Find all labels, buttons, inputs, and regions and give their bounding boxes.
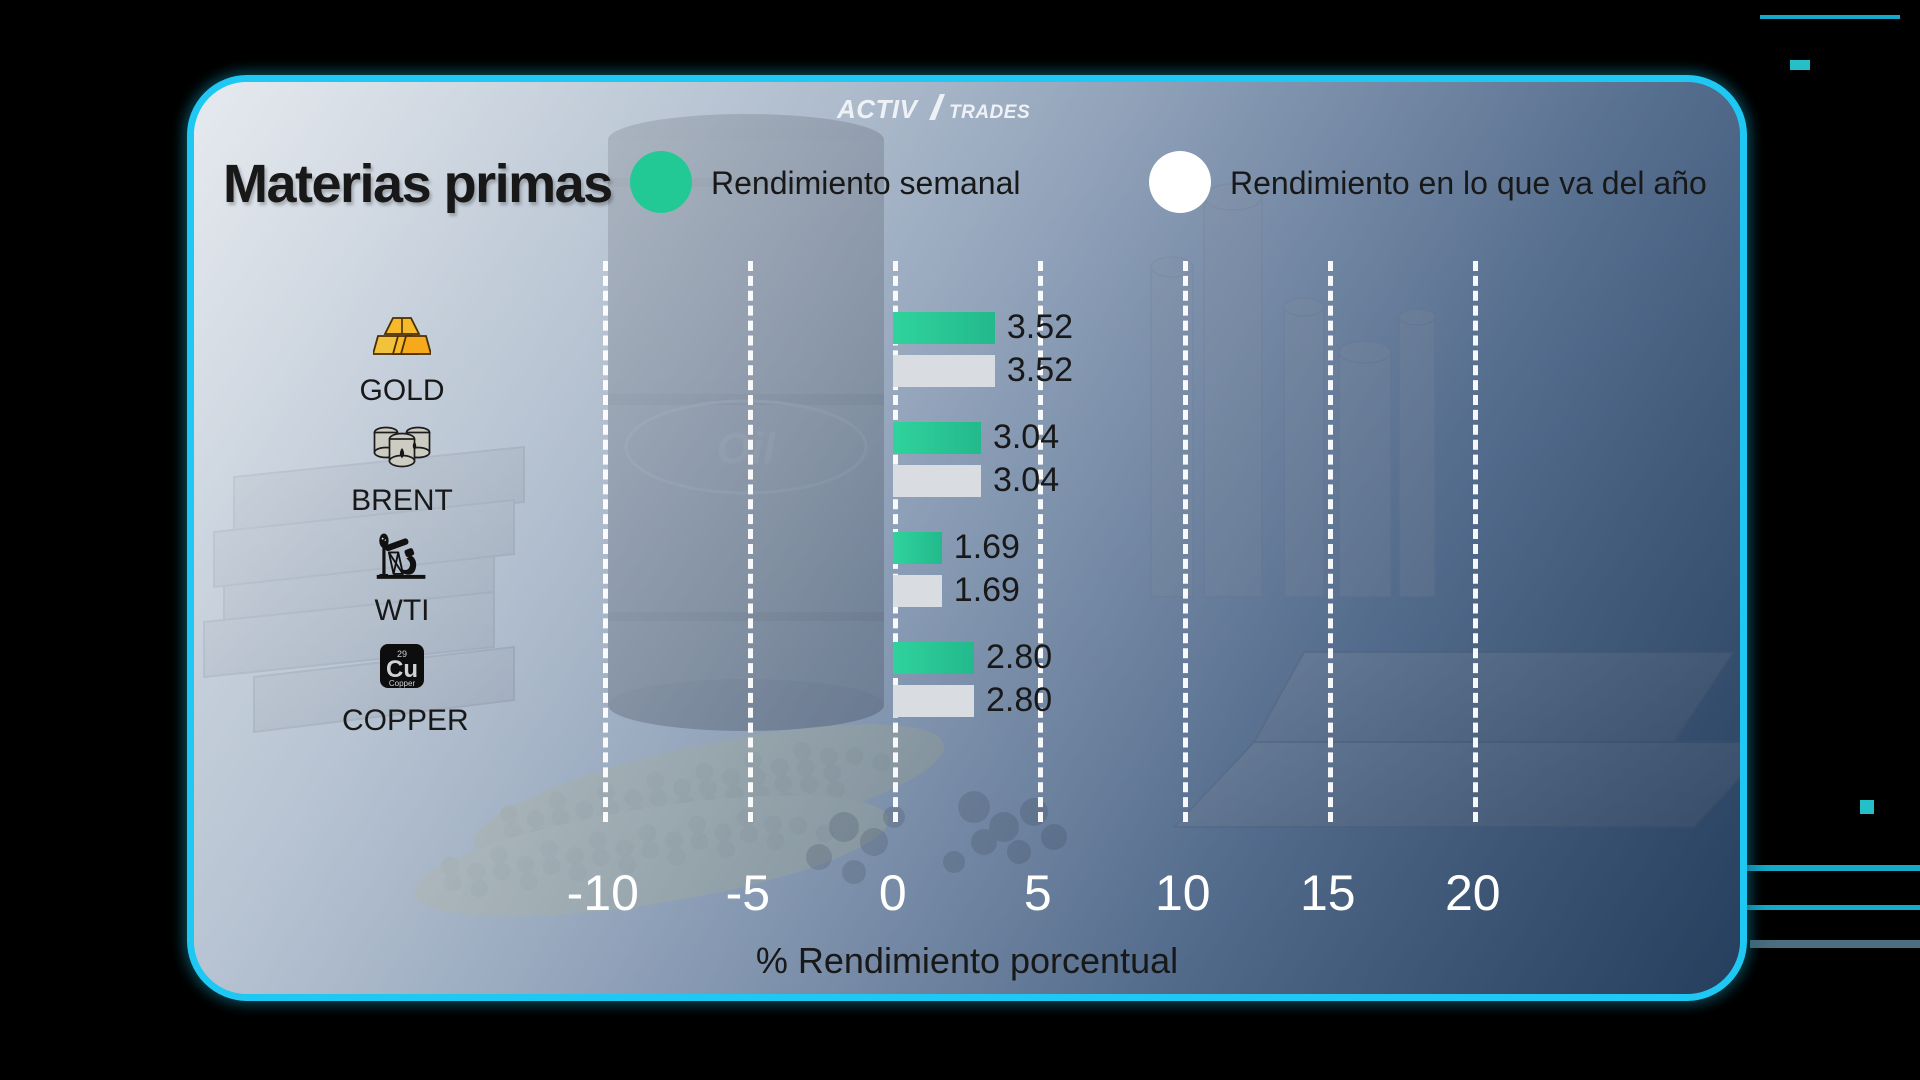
svg-text:Copper: Copper bbox=[389, 679, 416, 688]
